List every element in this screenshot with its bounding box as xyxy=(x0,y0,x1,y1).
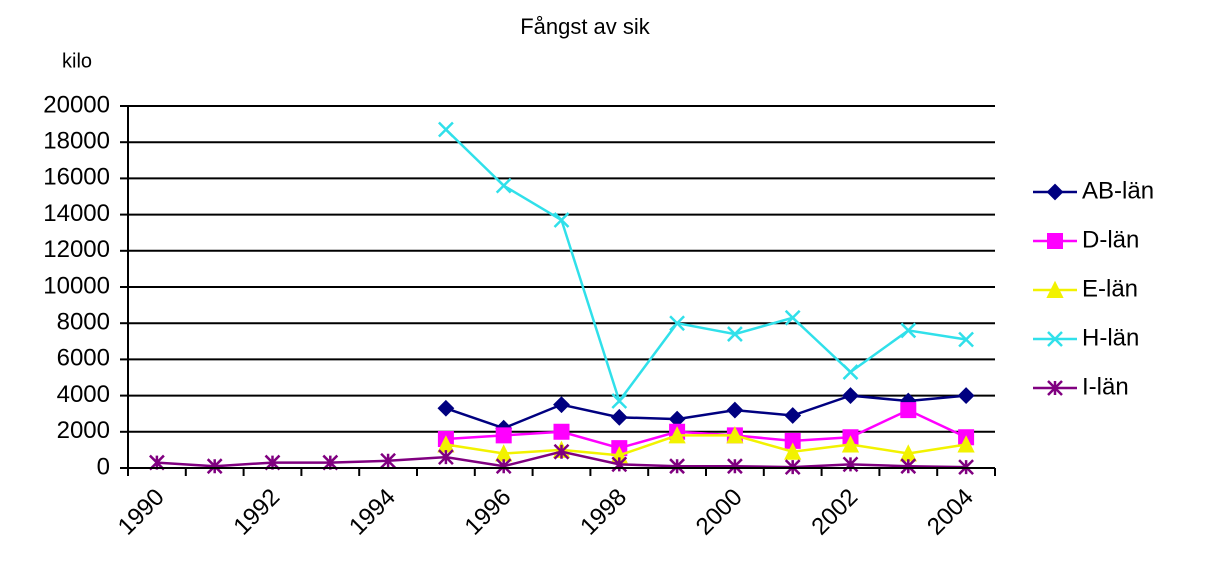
marker xyxy=(784,309,801,326)
marker xyxy=(842,364,859,380)
marker xyxy=(495,458,512,475)
y-tick-label: 20000 xyxy=(43,91,110,118)
series-line xyxy=(445,408,967,450)
y-tick-label: 12000 xyxy=(43,236,110,263)
legend-label: H-län xyxy=(1082,324,1139,351)
x-tick-label: 2004 xyxy=(922,484,979,541)
marker xyxy=(553,396,570,414)
marker xyxy=(610,408,628,426)
series-line xyxy=(445,128,967,404)
marker xyxy=(611,456,628,473)
marker xyxy=(1046,183,1064,201)
marker xyxy=(668,426,686,444)
marker xyxy=(900,322,917,339)
y-tick-label: 18000 xyxy=(43,128,110,155)
marker xyxy=(726,401,744,419)
marker xyxy=(611,393,628,409)
x-tick-label: 2002 xyxy=(806,484,863,541)
marker xyxy=(900,402,917,419)
marker xyxy=(727,458,743,475)
marker xyxy=(842,387,859,405)
marker xyxy=(784,442,802,460)
marker xyxy=(1047,233,1063,249)
marker xyxy=(900,458,917,475)
legend-label: D-län xyxy=(1082,226,1139,253)
marker xyxy=(669,315,685,332)
marker xyxy=(958,331,974,348)
series-line xyxy=(445,434,967,457)
series-line xyxy=(445,394,967,430)
x-tick-label: 1992 xyxy=(228,484,285,541)
x-tick-label: 1990 xyxy=(113,484,170,541)
marker xyxy=(206,458,223,475)
marker xyxy=(380,452,396,469)
y-tick-label: 6000 xyxy=(57,345,110,372)
marker xyxy=(495,177,512,194)
marker xyxy=(957,435,975,453)
marker xyxy=(437,399,455,417)
marker xyxy=(1046,280,1064,298)
marker xyxy=(784,407,802,424)
legend-label: E-län xyxy=(1082,275,1138,302)
marker xyxy=(438,121,454,138)
y-tick-label: 14000 xyxy=(43,200,110,227)
marker xyxy=(1047,331,1063,347)
marker xyxy=(669,458,685,475)
marker xyxy=(553,212,570,228)
marker xyxy=(957,387,975,405)
y-tick-label: 10000 xyxy=(43,272,110,299)
y-tick-label: 2000 xyxy=(57,417,110,444)
marker xyxy=(841,435,860,453)
marker xyxy=(553,443,570,460)
marker xyxy=(1047,380,1063,396)
marker xyxy=(495,427,512,444)
marker xyxy=(784,432,801,449)
marker xyxy=(438,449,454,466)
x-tick-label: 2000 xyxy=(691,484,748,541)
x-tick-label: 1994 xyxy=(344,484,401,541)
y-tick-label: 0 xyxy=(97,453,110,480)
x-tick-label: 1998 xyxy=(575,484,632,541)
y-axis-label: kilo xyxy=(62,50,92,72)
y-tick-label: 16000 xyxy=(43,164,110,191)
legend-label: AB-län xyxy=(1082,177,1154,204)
x-tick-label: 1996 xyxy=(460,484,517,541)
chart-title: Fångst av sik xyxy=(520,14,651,39)
legend-label: I-län xyxy=(1082,373,1129,400)
marker xyxy=(727,326,743,342)
marker xyxy=(553,423,570,440)
y-tick-label: 8000 xyxy=(57,309,110,336)
marker xyxy=(842,456,859,473)
marker xyxy=(726,426,744,444)
y-tick-label: 4000 xyxy=(57,381,110,408)
